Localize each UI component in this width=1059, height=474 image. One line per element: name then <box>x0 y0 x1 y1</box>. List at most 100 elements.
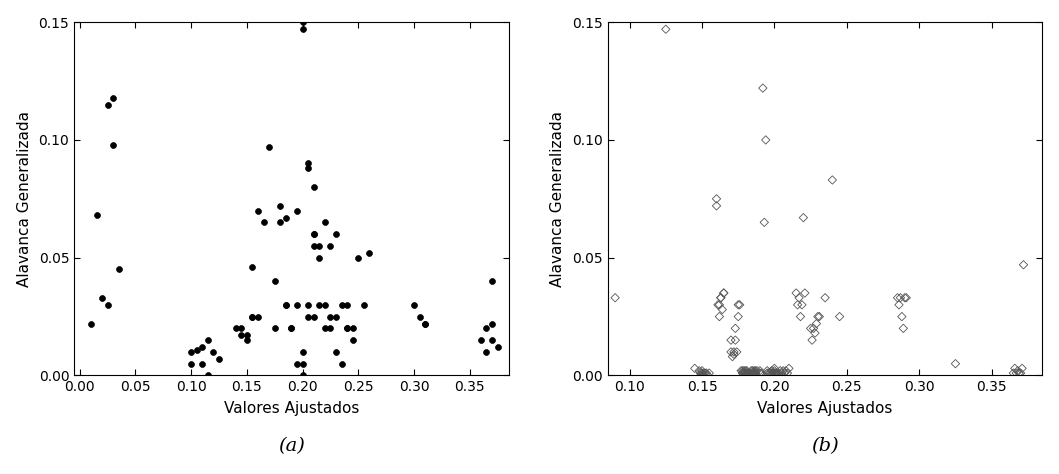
Point <box>726 325 743 332</box>
X-axis label: Valores Ajustados: Valores Ajustados <box>223 401 359 416</box>
Point <box>791 294 808 301</box>
Point <box>766 365 783 372</box>
Point <box>711 313 728 320</box>
Point <box>738 367 755 374</box>
Point <box>266 277 283 285</box>
Point <box>311 254 328 262</box>
Point <box>305 183 322 191</box>
Point <box>733 367 750 374</box>
Point <box>416 320 433 328</box>
Point <box>100 101 116 109</box>
Point <box>734 367 751 374</box>
Point <box>758 367 775 374</box>
Point <box>757 136 774 144</box>
Point <box>406 301 423 309</box>
Point <box>708 202 725 210</box>
Point <box>802 325 819 332</box>
Point <box>744 369 761 377</box>
Point <box>244 313 261 320</box>
Point <box>110 266 127 273</box>
Point <box>731 301 748 309</box>
Point <box>699 372 716 379</box>
Point <box>300 164 317 172</box>
Point <box>244 264 261 271</box>
Point <box>294 372 311 379</box>
Point <box>322 242 339 250</box>
Point <box>1012 369 1029 377</box>
Point <box>277 214 294 221</box>
Point <box>758 369 775 377</box>
Point <box>947 360 964 367</box>
Point <box>795 214 812 221</box>
Point <box>788 289 805 297</box>
Point <box>808 320 825 328</box>
Point <box>796 289 813 297</box>
Point <box>736 367 753 374</box>
Point <box>737 367 754 374</box>
Point <box>255 219 272 226</box>
Point <box>283 325 300 332</box>
Point <box>194 360 211 367</box>
Point <box>361 249 378 257</box>
Point <box>311 242 328 250</box>
Point <box>760 369 777 377</box>
Point <box>713 294 730 301</box>
Point <box>658 26 675 33</box>
Point <box>334 360 351 367</box>
Point <box>744 367 761 374</box>
Point <box>715 289 732 297</box>
Point <box>730 313 747 320</box>
Point <box>831 313 848 320</box>
Point <box>742 367 759 374</box>
Point <box>228 325 245 332</box>
Point <box>695 372 712 379</box>
Point <box>1006 365 1023 372</box>
Point <box>489 343 506 351</box>
Point <box>780 365 797 372</box>
Point <box>194 343 211 351</box>
Point <box>484 277 501 285</box>
Point <box>776 369 793 377</box>
Point <box>327 230 344 238</box>
Point <box>339 301 356 309</box>
Point <box>294 26 311 33</box>
Point <box>701 369 718 377</box>
Text: (a): (a) <box>279 438 305 456</box>
Point <box>93 294 110 301</box>
Point <box>300 301 317 309</box>
Point <box>322 313 339 320</box>
Point <box>277 301 294 309</box>
Point <box>686 365 703 372</box>
Point <box>746 372 762 379</box>
Point <box>317 325 334 332</box>
Point <box>890 294 907 301</box>
Point <box>715 289 732 297</box>
Point <box>756 219 773 226</box>
Point <box>710 301 726 309</box>
Point <box>484 337 501 344</box>
Point <box>233 325 250 332</box>
Point <box>749 367 766 374</box>
Point <box>88 211 105 219</box>
Point <box>1005 369 1022 377</box>
Point <box>205 348 222 356</box>
Point <box>250 313 267 320</box>
Point <box>746 367 762 374</box>
Point <box>741 369 758 377</box>
Point <box>744 369 761 377</box>
Point <box>472 337 489 344</box>
Point <box>334 301 351 309</box>
Point <box>736 369 753 377</box>
Point <box>737 372 754 379</box>
Point <box>779 369 796 377</box>
Point <box>824 176 841 184</box>
Point <box>339 325 356 332</box>
Point <box>183 360 200 367</box>
Y-axis label: Alavanca Generalizada: Alavanca Generalizada <box>17 111 32 287</box>
Point <box>283 325 300 332</box>
Point <box>83 320 100 328</box>
Point <box>898 294 915 301</box>
Point <box>294 360 311 367</box>
Point <box>746 369 762 377</box>
Point <box>1015 261 1031 269</box>
